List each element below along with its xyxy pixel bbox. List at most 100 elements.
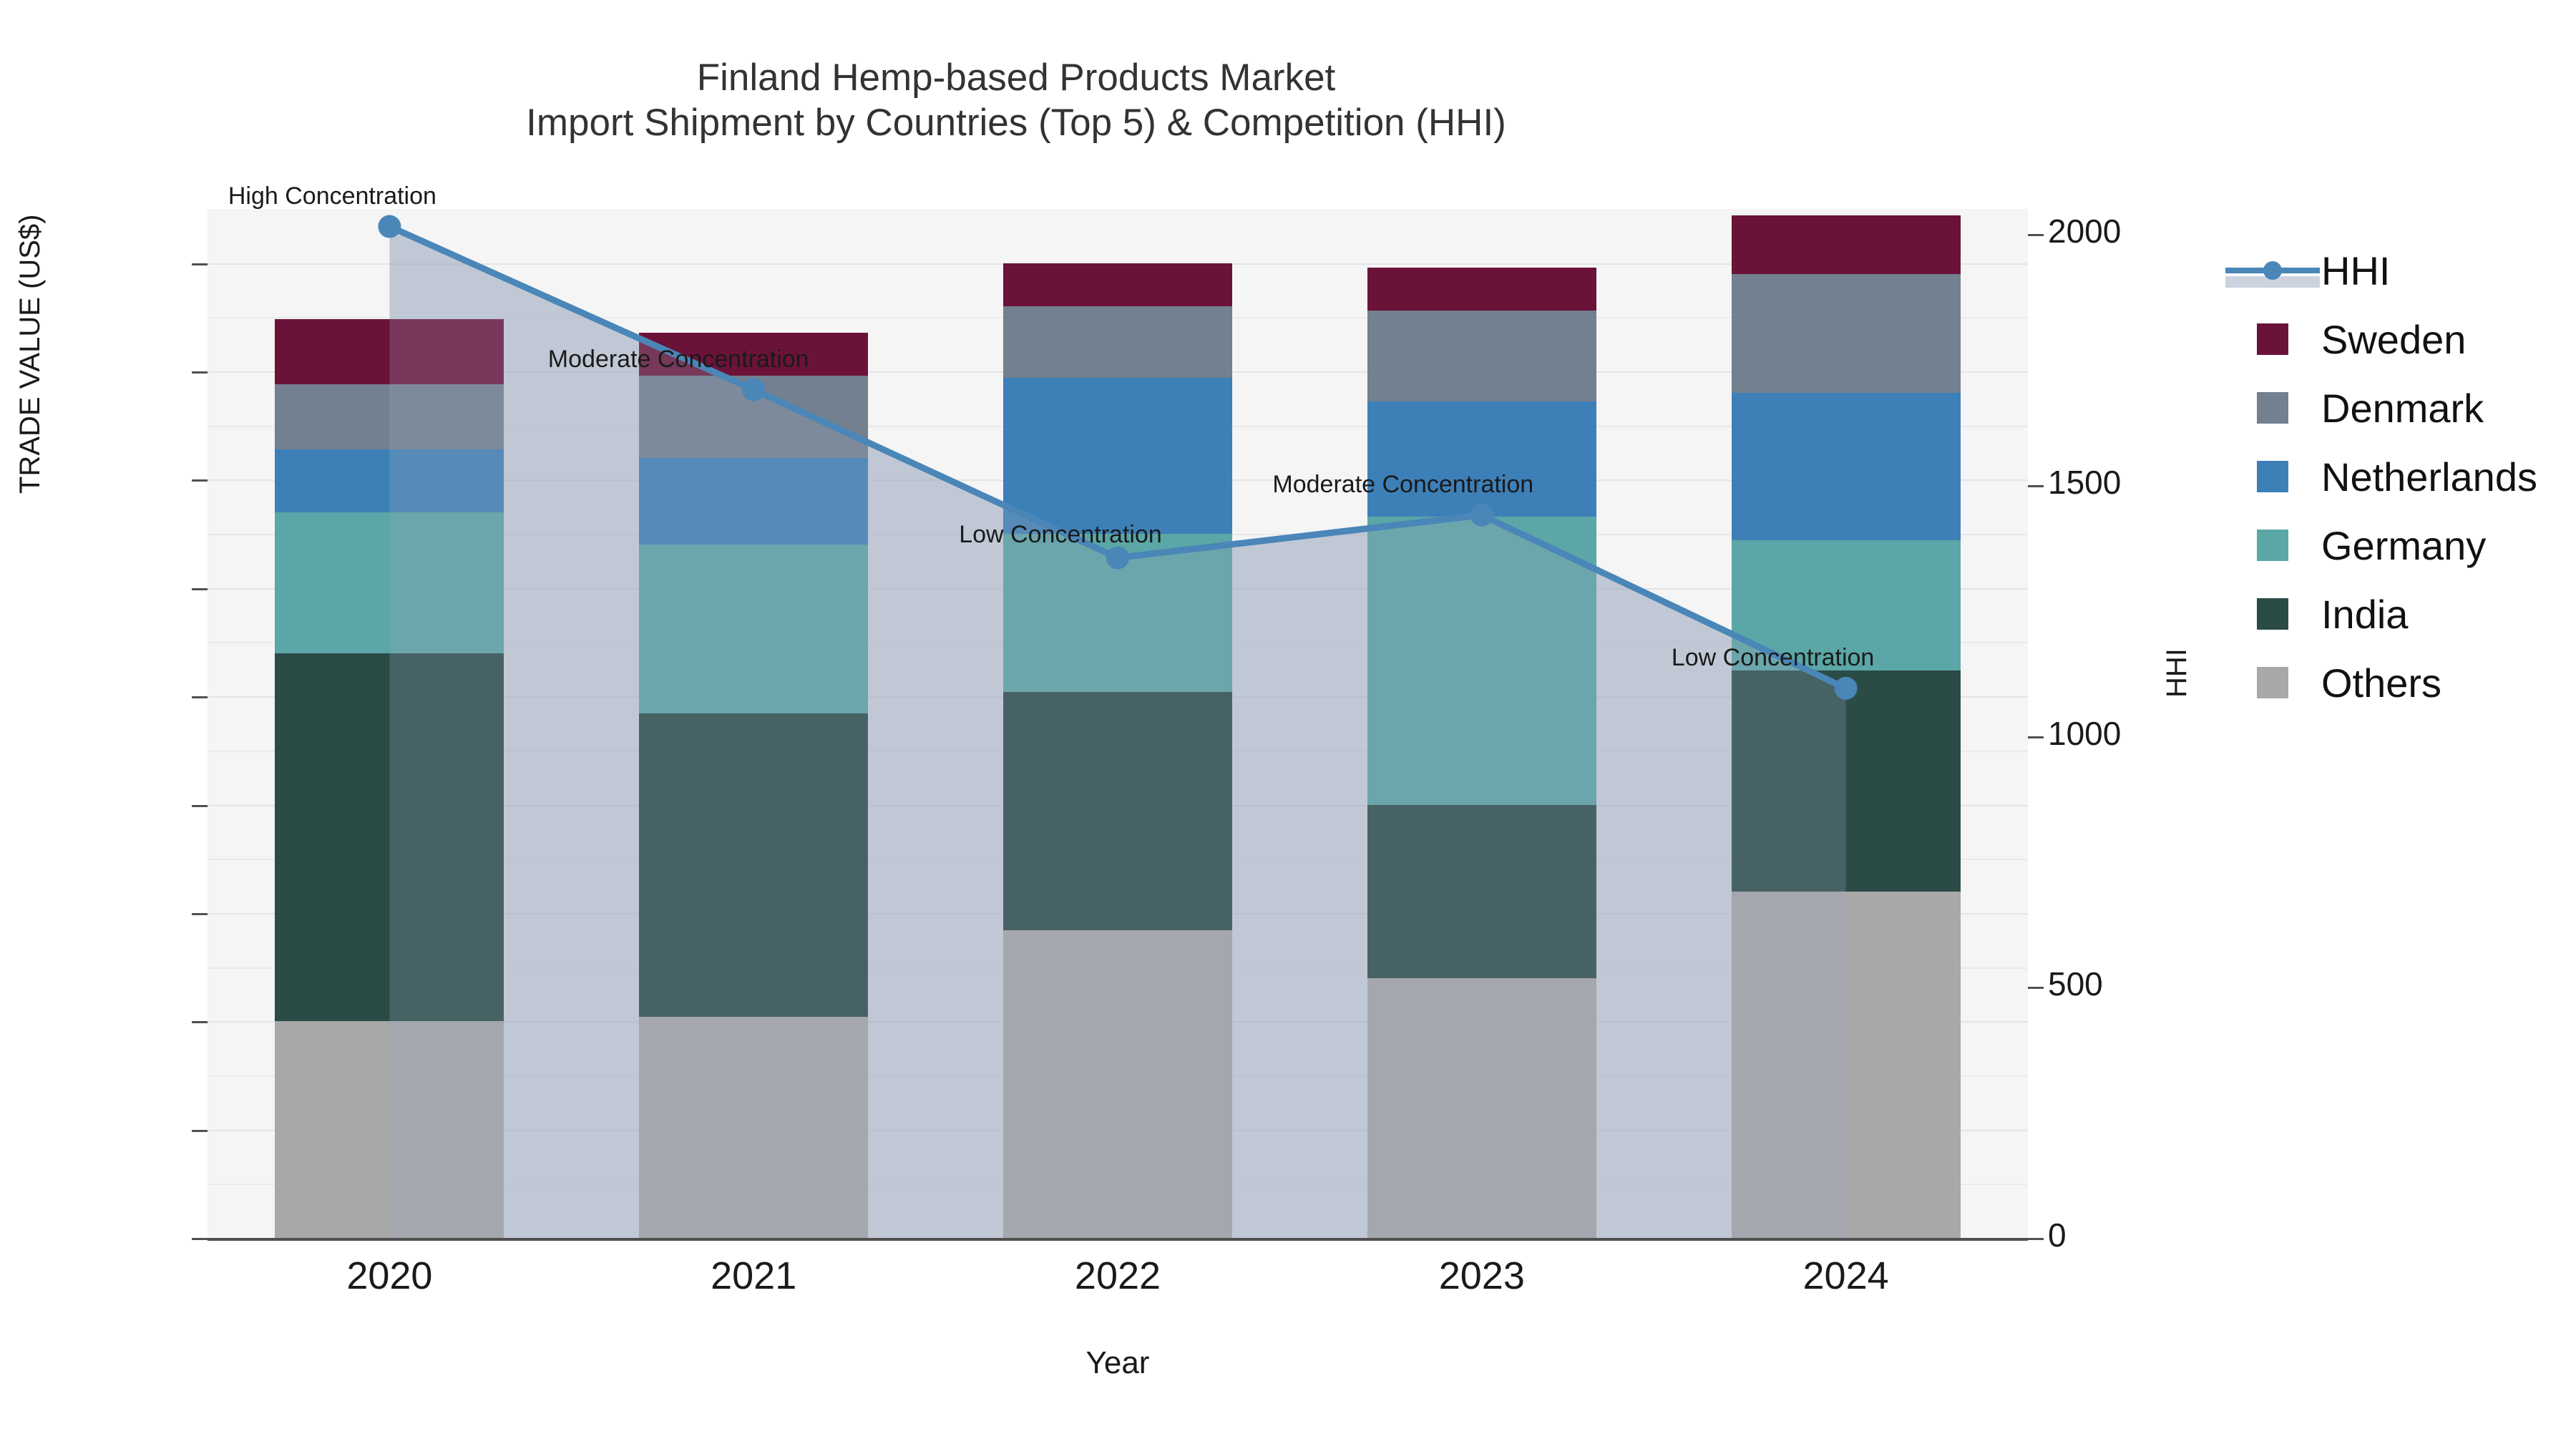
legend-label-india: India: [2321, 591, 2409, 637]
bar-segment-denmark-2020[interactable]: [275, 384, 504, 450]
bar-segment-netherlands-2024[interactable]: [1731, 393, 1961, 541]
x-axis-label: Year: [1085, 1345, 1150, 1380]
bar-group-2024[interactable]: [1731, 209, 1961, 1238]
x-axis-tick-2024: 2024: [1802, 1254, 1889, 1297]
y-axis-right-tickmark: [2028, 484, 2044, 487]
bar-segment-sweden-2022[interactable]: [1003, 263, 1232, 307]
y-axis-left-tickmark: [192, 912, 208, 915]
x-axis-line: [208, 1238, 2028, 1241]
bar-segment-sweden-2020[interactable]: [275, 319, 504, 385]
legend-item-denmark[interactable]: Denmark: [2225, 374, 2537, 442]
bar-segment-denmark-2023[interactable]: [1367, 311, 1596, 402]
y-axis-left-tickmark: [192, 263, 208, 265]
plot-area: High Concentration Moderate Concentration…: [208, 182, 2028, 1239]
bar-segment-india-2021[interactable]: [639, 713, 869, 1018]
y-axis-left-tickmark: [192, 696, 208, 699]
y-axis-left-tickmark: [192, 1238, 208, 1240]
bar-segment-germany-2021[interactable]: [639, 545, 869, 714]
y-axis-right-tickmark: [2028, 987, 2044, 990]
y-axis-right-tickmark: [2028, 736, 2044, 738]
legend-swatch-germany: [2257, 530, 2288, 561]
y-axis-right-tick-label: 500: [2048, 965, 2103, 1003]
legend-line-fill: [2225, 276, 2320, 288]
hhi-point-2020[interactable]: [378, 215, 401, 238]
bar-segment-others-2020[interactable]: [275, 1021, 504, 1238]
legend-item-hhi[interactable]: HHI: [2225, 236, 2537, 305]
x-axis-tick-2023: 2023: [1438, 1254, 1525, 1297]
hhi-line-series: [378, 215, 1858, 700]
bar-group-2020[interactable]: [275, 209, 504, 1238]
x-axis-tick-2020: 2020: [346, 1254, 433, 1297]
bar-segment-netherlands-2021[interactable]: [639, 458, 869, 545]
bar-segment-others-2024[interactable]: [1731, 891, 1961, 1238]
annotation-2022: Low Concentration: [959, 520, 1162, 548]
annotation-2024: Low Concentration: [1671, 643, 1875, 671]
chart-title: Finland Hemp-based Products Market Impor…: [0, 56, 2032, 145]
bar-segment-india-2022[interactable]: [1003, 692, 1232, 931]
y-axis-left-tickmark: [192, 1021, 208, 1024]
legend-label-germany: Germany: [2321, 522, 2487, 568]
y-axis-right-tick-label: 1000: [2048, 714, 2122, 752]
legend-swatch-sweden: [2257, 323, 2288, 355]
bar-segment-germany-2023[interactable]: [1367, 516, 1596, 805]
bar-segment-denmark-2022[interactable]: [1003, 306, 1232, 379]
bar-segment-denmark-2024[interactable]: [1731, 273, 1961, 394]
hhi-point-2023[interactable]: [1470, 503, 1493, 527]
hhi-point-2024[interactable]: [1834, 676, 1858, 700]
bar-segment-others-2021[interactable]: [639, 1017, 869, 1238]
legend-label-denmark: Denmark: [2321, 385, 2484, 431]
bar-segment-others-2022[interactable]: [1003, 930, 1232, 1238]
legend-label-netherlands: Netherlands: [2321, 454, 2537, 499]
hhi-line: [386, 223, 1850, 692]
legend-item-germany[interactable]: Germany: [2225, 511, 2537, 580]
x-axis-tick-2022: 2022: [1074, 1254, 1161, 1297]
legend-line-dot: [2263, 261, 2282, 280]
y-axis-right-tick-label: 2000: [2048, 213, 2122, 250]
annotation-2020: High Concentration: [228, 182, 436, 210]
hhi-point-2022[interactable]: [1106, 546, 1129, 570]
bar-segment-germany-2020[interactable]: [275, 512, 504, 653]
annotation-2023: Moderate Concentration: [1272, 470, 1534, 498]
bar-segment-india-2020[interactable]: [275, 653, 504, 1022]
bar-segment-others-2023[interactable]: [1367, 977, 1596, 1238]
y-axis-right-tick-label: 0: [2048, 1216, 2067, 1254]
y-axis-left-tickmark: [192, 479, 208, 482]
y-axis-right-tickmark: [2028, 1238, 2044, 1240]
legend-label-sweden: Sweden: [2321, 316, 2467, 362]
hhi-area-shading-overlay: [389, 226, 1846, 1238]
y-axis-left-tickmark: [192, 804, 208, 807]
y-axis-right-label: HHI: [2161, 648, 2192, 698]
y-axis-left-label: TRADE VALUE (US$): [14, 214, 46, 494]
bar-group-2022[interactable]: [1003, 209, 1232, 1238]
y-axis-left-tickmark: [192, 1129, 208, 1132]
y-axis-right-tick-label: 1500: [2048, 463, 2122, 501]
legend-label-hhi: HHI: [2321, 248, 2391, 293]
y-axis-left-tickmark: [192, 371, 208, 374]
legend-swatch-netherlands: [2257, 461, 2288, 492]
bar-group-2023[interactable]: [1367, 209, 1596, 1238]
legend-item-others[interactable]: Others: [2225, 648, 2537, 717]
bar-segment-netherlands-2020[interactable]: [275, 449, 504, 512]
legend-item-sweden[interactable]: Sweden: [2225, 305, 2537, 374]
y-axis-left-tickmark: [192, 587, 208, 590]
legend-swatch-india: [2257, 598, 2288, 630]
y-axis-right-tickmark: [2028, 234, 2044, 237]
legend-item-netherlands[interactable]: Netherlands: [2225, 442, 2537, 511]
chart-legend: HHI Sweden Denmark Netherlands Germany India O…: [2225, 236, 2537, 717]
legend-swatch-denmark: [2257, 392, 2288, 424]
bar-segment-netherlands-2022[interactable]: [1003, 378, 1232, 535]
hhi-point-2021[interactable]: [742, 378, 766, 401]
legend-label-others: Others: [2321, 660, 2442, 706]
legend-item-india[interactable]: India: [2225, 580, 2537, 648]
bar-segment-sweden-2024[interactable]: [1731, 215, 1961, 274]
bar-segment-sweden-2023[interactable]: [1367, 267, 1596, 311]
chart-title-line-2: Import Shipment by Countries (Top 5) & C…: [526, 101, 1506, 144]
bar-segment-netherlands-2023[interactable]: [1367, 401, 1596, 517]
legend-line-marker-icon: [2225, 255, 2320, 288]
chart-title-line-1: Finland Hemp-based Products Market: [696, 57, 1336, 99]
legend-swatch-others: [2257, 667, 2288, 698]
bar-segment-india-2023[interactable]: [1367, 804, 1596, 978]
bar-segment-india-2024[interactable]: [1731, 670, 1961, 892]
annotation-2021: Moderate Concentration: [547, 345, 809, 373]
